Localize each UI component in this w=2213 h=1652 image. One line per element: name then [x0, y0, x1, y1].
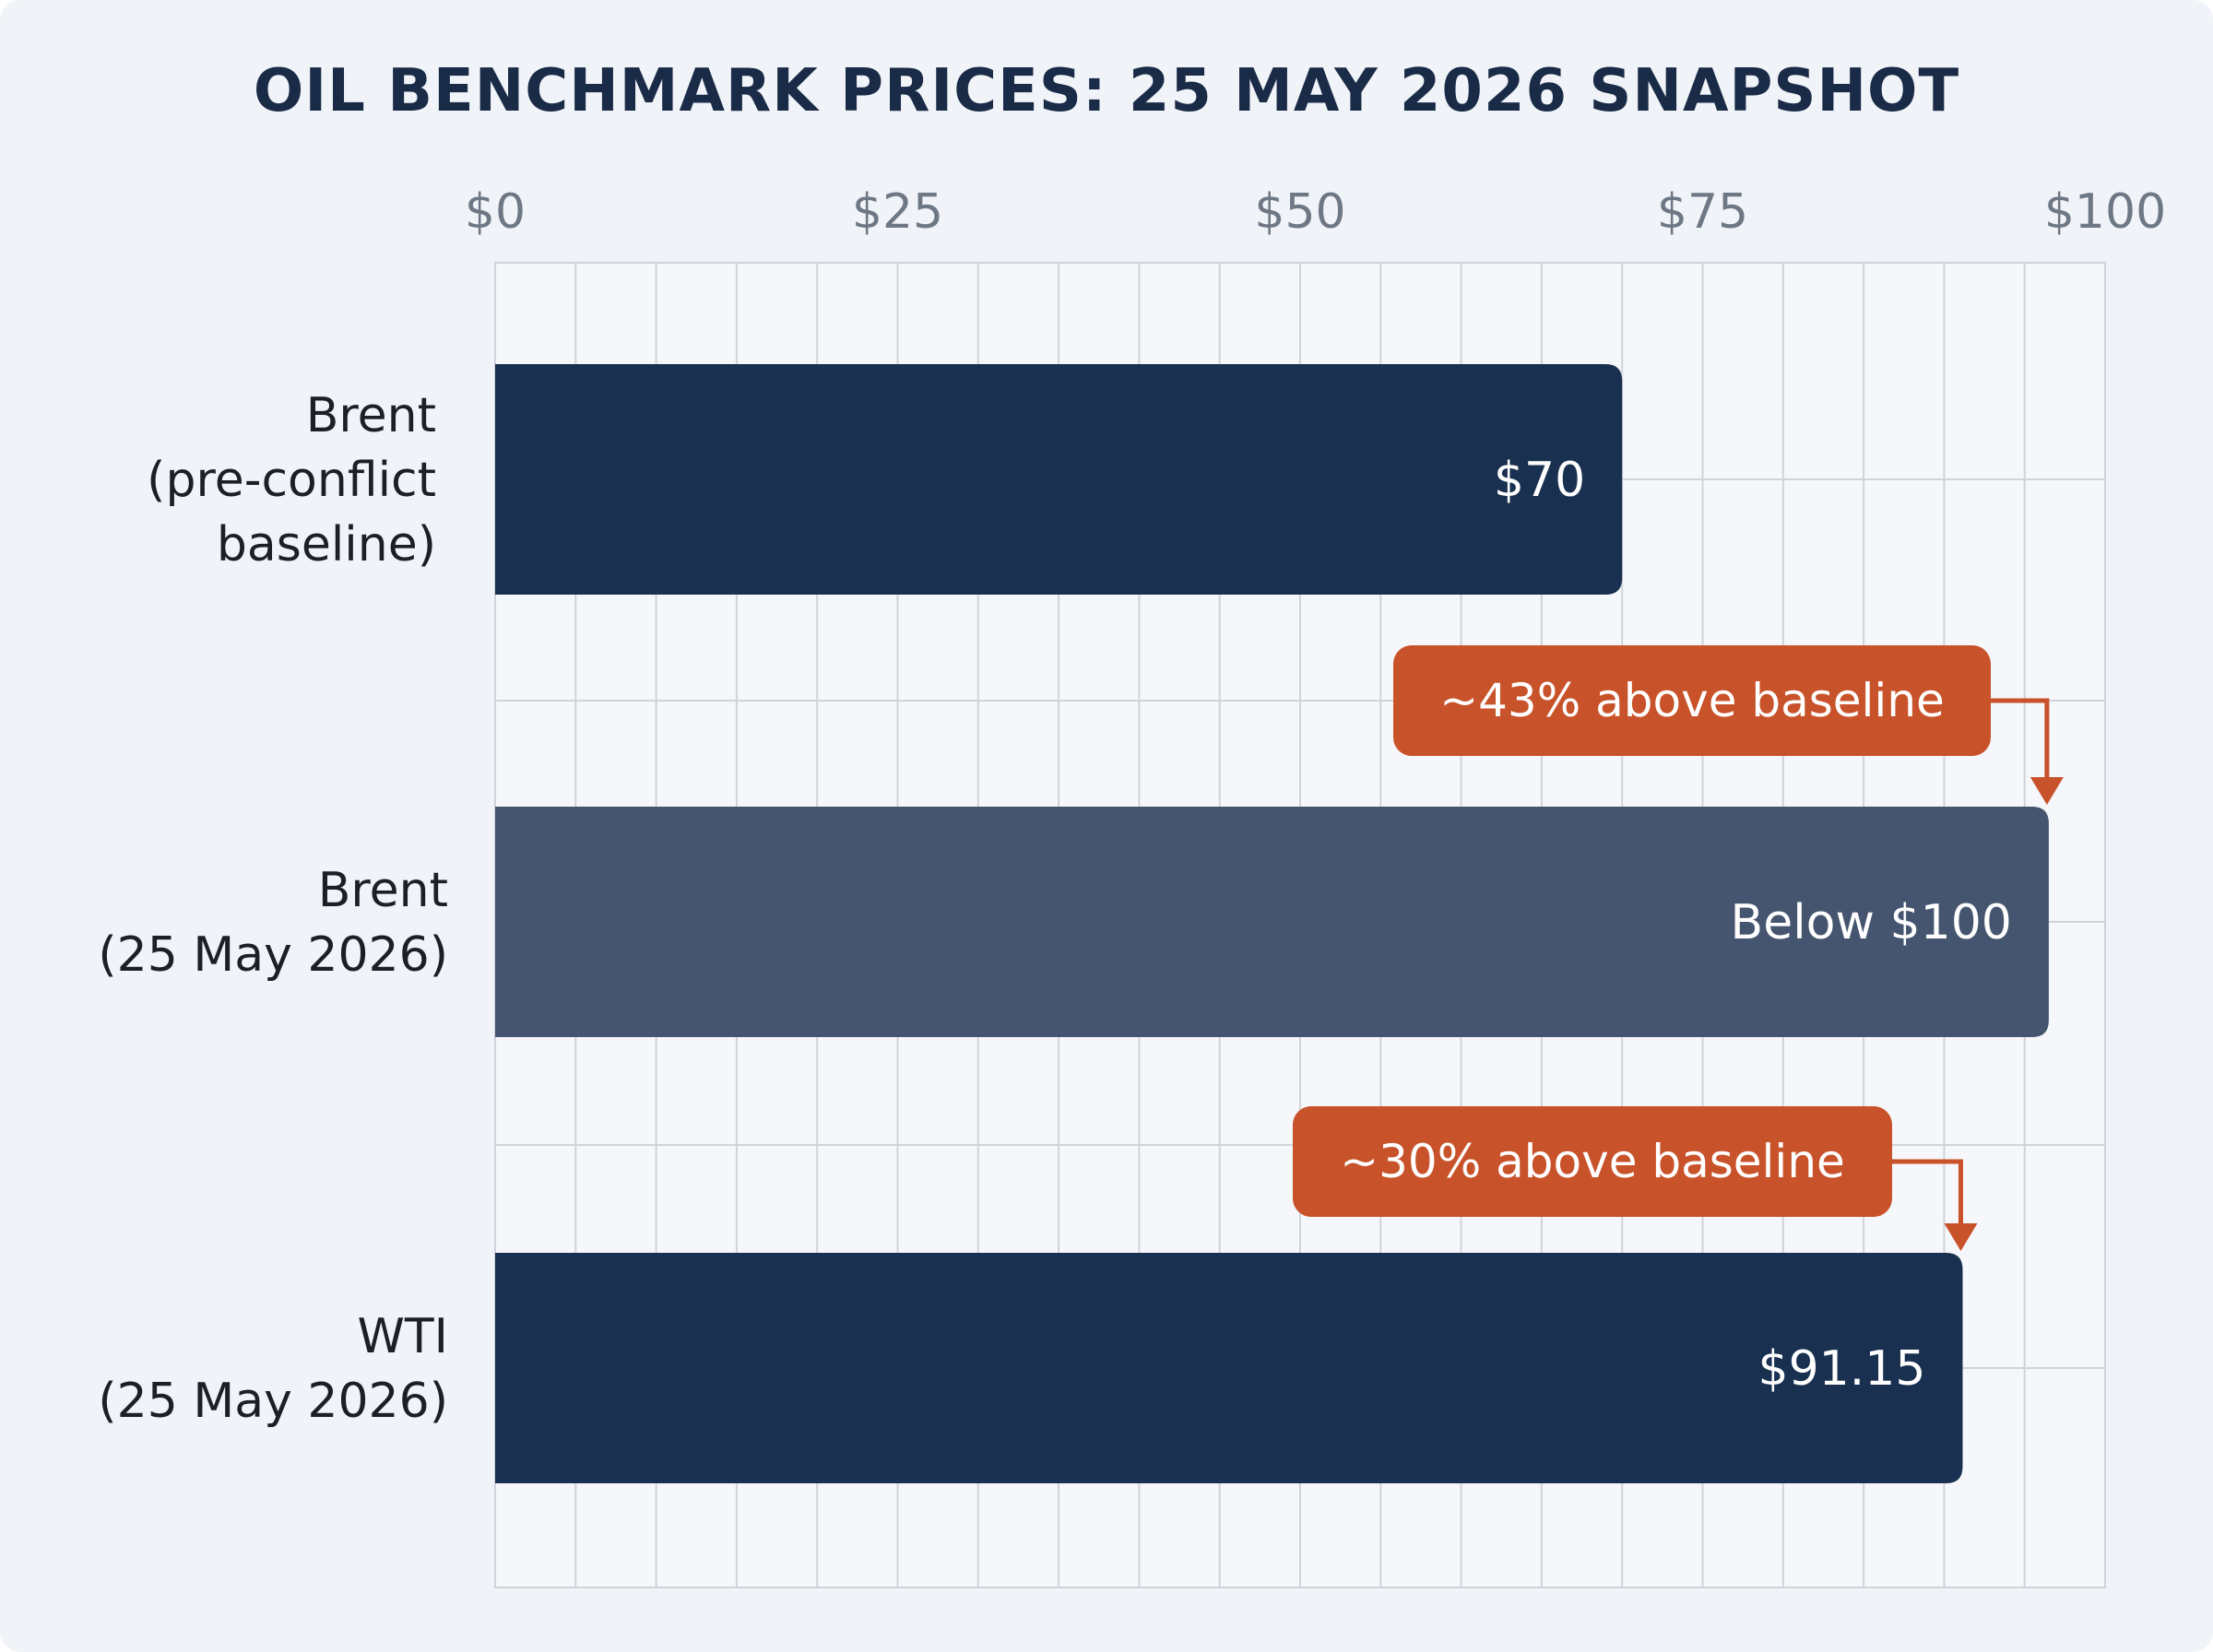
annotation-box [1293, 1106, 1892, 1217]
annotation-label: ~43% above baseline [1439, 674, 1945, 727]
annotation-connector [1991, 698, 2050, 781]
annotation-box [1393, 645, 1991, 756]
category-labels: Brent (pre-conflict baseline) Brent (25 May … [98, 388, 448, 1429]
bar [495, 364, 1623, 595]
x-tick-label: $25 [852, 184, 943, 240]
annotations: ~43% above baseline ~30% above baseline [1293, 645, 2064, 1251]
x-tick-label: $50 [1254, 184, 1345, 240]
category-label: WTI (25 May 2026) [98, 1309, 448, 1429]
x-axis-ticks: $0 $25 $50 $75 $100 [465, 184, 2166, 240]
x-tick-label: $75 [1657, 184, 1748, 240]
bar [495, 1253, 1963, 1483]
bar-value-label: $70 [1494, 453, 1585, 508]
chart-title: OIL BENCHMARK PRICES: 25 MAY 2026 SNAPSH… [254, 57, 1959, 125]
x-tick-label: $0 [465, 184, 526, 240]
annotation-arrowhead [1944, 1223, 1978, 1251]
bars: $70 Below $100 $91.15 [495, 364, 2049, 1483]
category-label: Brent (25 May 2026) [98, 863, 448, 983]
x-tick-label: $100 [2044, 184, 2166, 240]
category-label: Brent (pre-conflict baseline) [147, 388, 436, 572]
annotation-label: ~30% above baseline [1340, 1135, 1845, 1188]
bar [495, 807, 2049, 1037]
bar-value-label: Below $100 [1731, 895, 2012, 950]
annotation-connector [1892, 1159, 1963, 1227]
bar-value-label: $91.15 [1758, 1341, 1926, 1397]
annotation-arrowhead [2030, 777, 2064, 805]
